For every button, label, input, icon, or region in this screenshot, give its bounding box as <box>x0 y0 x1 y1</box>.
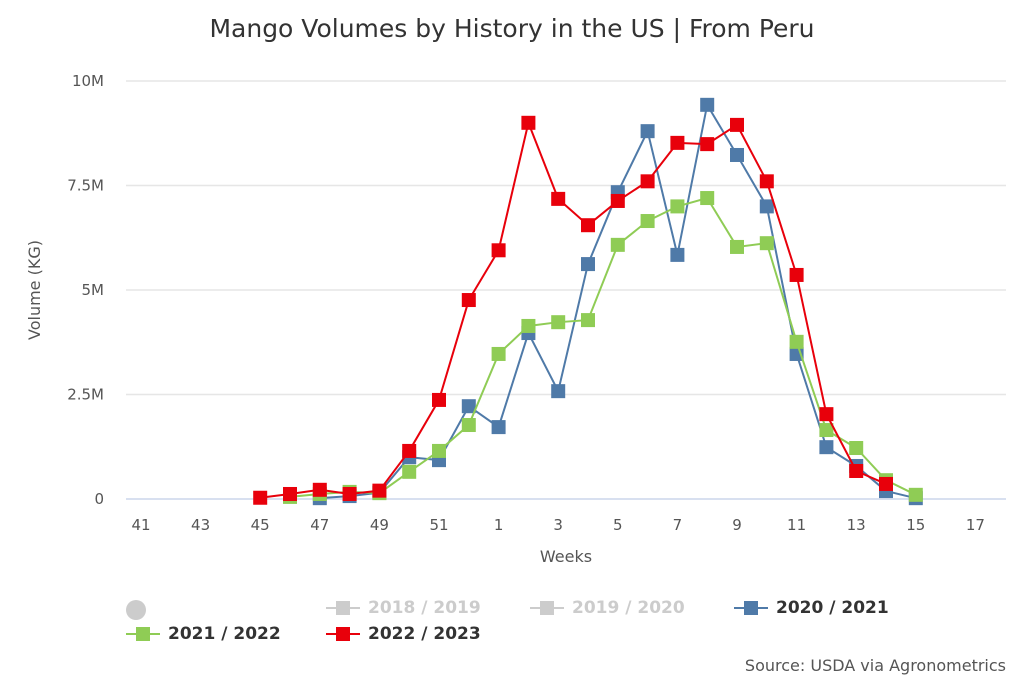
legend-label: 2019 / 2020 <box>572 598 685 618</box>
legend-item[interactable]: 2020 / 2021 <box>734 598 889 618</box>
data-point <box>581 218 595 233</box>
x-tick-label: 43 <box>191 516 210 534</box>
legend-label: 2021 / 2022 <box>168 624 281 644</box>
data-point <box>789 334 804 349</box>
data-point <box>402 443 417 458</box>
y-tick-label: 10M <box>72 72 104 90</box>
x-tick-label: 11 <box>787 516 806 534</box>
legend-label: 2022 / 2023 <box>368 624 481 644</box>
data-point <box>461 293 476 308</box>
legend-symbol-icon <box>734 601 768 615</box>
data-point <box>730 239 744 254</box>
data-point <box>491 243 506 258</box>
data-point <box>730 117 744 132</box>
x-axis-title: Weeks <box>540 547 592 566</box>
data-point <box>879 476 893 491</box>
legend-symbol-icon <box>326 627 360 641</box>
x-tick-label: 45 <box>251 516 270 534</box>
data-point <box>342 486 357 501</box>
x-tick-label: 47 <box>310 516 329 534</box>
data-point <box>759 236 774 251</box>
data-point <box>670 199 685 214</box>
data-point <box>312 482 327 497</box>
data-point <box>551 315 566 330</box>
legend-item[interactable]: 2018 / 2019 <box>326 598 481 618</box>
data-point <box>551 191 566 206</box>
y-axis-title: Volume (KG) <box>25 240 44 340</box>
legend-symbol-icon <box>326 601 360 615</box>
data-point <box>461 399 476 414</box>
data-point <box>819 407 834 422</box>
data-point <box>283 486 297 501</box>
chart-title: Mango Volumes by History in the US | Fro… <box>209 14 815 43</box>
legend-symbol-icon <box>126 627 160 641</box>
data-point <box>491 346 506 361</box>
data-point <box>700 137 715 152</box>
data-point <box>491 420 506 435</box>
data-point <box>551 384 566 399</box>
x-tick-label: 17 <box>966 516 985 534</box>
y-tick-label: 7.5M <box>67 177 104 195</box>
data-point <box>253 490 268 505</box>
data-point <box>610 193 625 208</box>
data-point <box>640 214 655 229</box>
data-point <box>819 440 834 455</box>
data-point <box>670 135 685 150</box>
data-point <box>461 418 476 433</box>
x-tick-label: 7 <box>673 516 683 534</box>
data-point <box>759 199 774 214</box>
x-tick-label: 1 <box>494 516 504 534</box>
series-line <box>260 119 887 499</box>
data-point <box>730 147 744 162</box>
legend-label: 2018 / 2019 <box>368 598 481 618</box>
x-tick-label: 13 <box>847 516 866 534</box>
x-tick-label: 15 <box>906 516 925 534</box>
source-credit: Source: USDA via Agronometrics <box>744 656 1006 675</box>
x-tick-label: 49 <box>370 516 389 534</box>
data-point <box>581 257 595 272</box>
y-tick-label: 5M <box>82 281 105 299</box>
y-tick-label: 0 <box>94 490 104 508</box>
series-line <box>319 102 917 500</box>
x-tick-label: 3 <box>553 516 563 534</box>
data-point <box>402 464 417 479</box>
data-point <box>819 423 834 438</box>
data-point <box>581 313 595 328</box>
legend-label: 2020 / 2021 <box>776 598 889 618</box>
legend-item[interactable]: 2021 / 2022 <box>126 624 281 644</box>
data-point <box>372 483 387 498</box>
y-tick-label: 2.5M <box>67 386 104 404</box>
legend-navigation-circle[interactable] <box>126 600 146 620</box>
data-point <box>849 441 864 456</box>
x-tick-label: 5 <box>613 516 623 534</box>
data-point <box>640 124 655 139</box>
x-tick-label: 41 <box>131 516 150 534</box>
legend-item[interactable]: 2019 / 2020 <box>530 598 685 618</box>
data-point <box>521 115 536 130</box>
legend-item[interactable]: 2022 / 2023 <box>326 624 481 644</box>
x-tick-label: 51 <box>429 516 448 534</box>
data-point <box>670 247 685 262</box>
series-line <box>289 196 917 498</box>
data-point <box>640 174 655 189</box>
data-point <box>700 191 715 206</box>
data-point <box>789 267 804 282</box>
data-point <box>432 443 446 458</box>
data-point <box>849 463 864 478</box>
data-point <box>610 237 625 252</box>
legend-symbol-icon <box>530 601 564 615</box>
data-point <box>521 318 536 333</box>
data-point <box>759 174 774 189</box>
data-point <box>432 392 446 407</box>
data-point <box>700 97 715 112</box>
data-point <box>908 487 923 502</box>
x-tick-label: 9 <box>732 516 742 534</box>
